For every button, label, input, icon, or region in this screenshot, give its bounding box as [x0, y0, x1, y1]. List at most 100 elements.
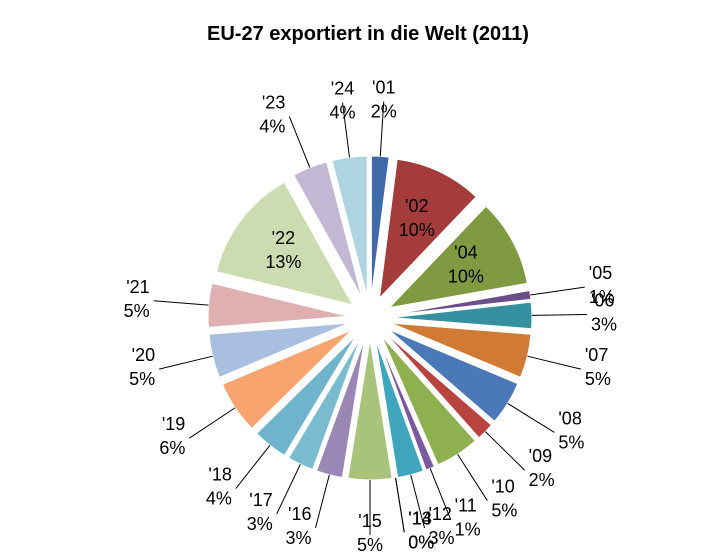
leader-line	[189, 407, 236, 439]
category-label: '01	[372, 77, 395, 97]
value-label: 4%	[259, 117, 285, 137]
pie-slice	[378, 158, 477, 300]
value-label: 2%	[529, 470, 555, 490]
pie-slice	[293, 161, 363, 298]
pie-slice	[381, 336, 476, 466]
data-label: '21 5%	[124, 277, 150, 321]
category-label: '07	[585, 345, 608, 365]
leader-line	[158, 355, 213, 370]
category-label: '14	[408, 508, 431, 528]
data-label: '02 10%	[399, 196, 435, 240]
data-label: '04 10%	[448, 243, 484, 287]
pie-slice	[377, 338, 435, 471]
leader-line	[315, 474, 330, 529]
data-label: '16 3%	[285, 504, 311, 548]
pie-slice	[375, 339, 425, 479]
leader-line	[530, 286, 585, 296]
category-label: '24	[331, 79, 354, 99]
leader-line	[527, 355, 582, 370]
pie-slice	[370, 155, 390, 297]
leader-line	[531, 314, 587, 316]
data-label: '09 2%	[529, 446, 555, 490]
value-label: 2%	[371, 101, 397, 121]
pie-slice	[385, 333, 493, 439]
category-label: '19	[162, 414, 185, 434]
pie-slice	[391, 289, 532, 316]
data-label: '22 13%	[265, 228, 301, 272]
category-label: '18	[208, 465, 231, 485]
category-label: '04	[454, 243, 477, 263]
data-label: '11 1%	[455, 495, 481, 539]
category-label: '12	[428, 504, 451, 524]
pie-slice	[215, 181, 354, 306]
value-label: 10%	[448, 267, 484, 287]
data-label: '10 5%	[491, 477, 517, 521]
leader-line	[153, 300, 209, 306]
pie-slice	[207, 282, 349, 328]
category-label: '21	[126, 277, 149, 297]
leader-line	[485, 431, 526, 471]
value-label: 13%	[265, 252, 301, 272]
data-label: '01 2%	[371, 77, 397, 121]
data-label: '14 0%	[408, 508, 434, 552]
leader-line	[429, 468, 452, 520]
data-label: '08 5%	[558, 408, 584, 452]
leader-line	[288, 116, 311, 168]
data-label: '13 0%	[408, 508, 434, 552]
leader-line	[457, 454, 488, 501]
chart-title: EU-27 exportiert in die Welt (2011)	[207, 23, 529, 45]
category-label: '05	[589, 263, 612, 283]
value-label: 6%	[159, 438, 185, 458]
pie-slice	[287, 337, 362, 471]
value-label: 5%	[558, 432, 584, 452]
pie-slice	[391, 322, 532, 378]
value-label: 3%	[247, 514, 273, 534]
data-label: '07 5%	[585, 345, 611, 389]
data-label: '12 3%	[428, 504, 454, 548]
value-label: 3%	[428, 528, 454, 548]
value-label: 5%	[491, 501, 517, 521]
leader-line	[276, 464, 301, 515]
pie-slice	[388, 329, 519, 422]
data-label: '05 1%	[589, 263, 615, 307]
category-label: '15	[358, 511, 381, 531]
value-label: 1%	[455, 519, 481, 539]
category-label: '11	[455, 495, 477, 515]
category-label: '16	[288, 504, 311, 524]
category-label: '06	[591, 291, 614, 311]
category-label: '09	[529, 446, 552, 466]
category-label: '02	[405, 196, 428, 216]
value-label: 0%	[408, 532, 434, 552]
value-label: 5%	[124, 301, 150, 321]
data-label: '23 4%	[259, 93, 285, 137]
leader-line	[410, 474, 425, 529]
category-label: '17	[249, 490, 272, 510]
category-label: '13	[408, 508, 431, 528]
pie-slice	[387, 205, 528, 309]
data-label: '19 6%	[159, 414, 185, 458]
value-label: 5%	[129, 369, 155, 389]
leader-line	[507, 402, 555, 433]
value-label: 1%	[589, 287, 615, 307]
value-label: 10%	[399, 220, 435, 240]
category-label: '20	[132, 345, 155, 365]
pie-slice	[347, 339, 393, 481]
data-label: '15 5%	[357, 511, 383, 555]
value-label: 4%	[206, 489, 232, 509]
data-label: '18 4%	[206, 465, 232, 509]
leader-line	[379, 101, 385, 157]
data-label: '17 3%	[247, 490, 273, 534]
value-label: 5%	[585, 369, 611, 389]
category-label: '22	[272, 228, 295, 248]
category-label: '10	[491, 477, 514, 497]
category-label: '23	[262, 93, 285, 113]
leader-line	[235, 445, 271, 489]
leader-line	[342, 102, 350, 158]
pie-slice	[372, 339, 397, 479]
category-label: '08	[558, 408, 581, 428]
pie-slice	[208, 322, 349, 378]
pie-slice	[315, 339, 365, 479]
value-label: 3%	[591, 315, 617, 335]
data-label: '20 5%	[129, 345, 155, 389]
value-label: 5%	[357, 535, 383, 555]
